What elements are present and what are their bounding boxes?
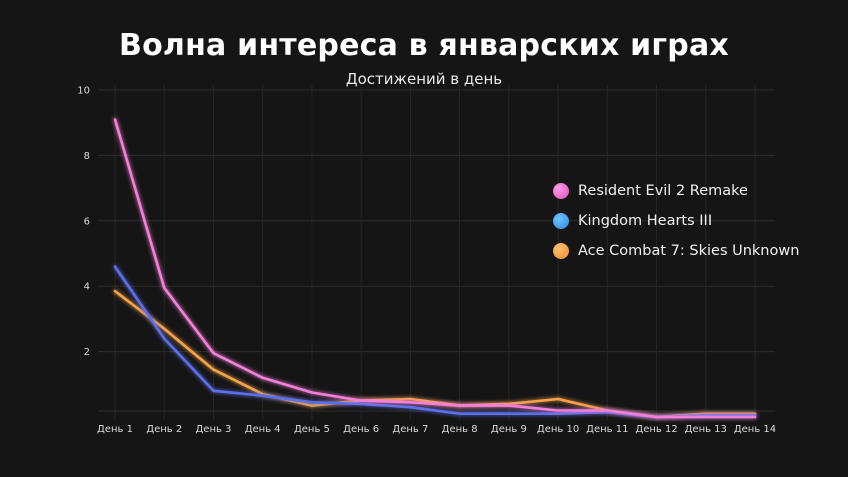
legend-item-ac7: Ace Combat 7: Skies Unknown	[553, 236, 799, 266]
x-tick-label: День 13	[685, 424, 727, 435]
x-tick-label: День 3	[195, 424, 231, 435]
x-tick-label: День 6	[343, 424, 379, 435]
x-tick-label: День 4	[245, 424, 281, 435]
legend-item-re2: Resident Evil 2 Remake	[553, 176, 799, 206]
x-tick-label: День 10	[537, 424, 579, 435]
x-tick-label: День 12	[635, 424, 677, 435]
legend-swatch-ac7	[553, 243, 569, 259]
x-tick-label: День 8	[442, 424, 478, 435]
y-tick-label: 8	[84, 151, 90, 162]
legend-label-kh3: Kingdom Hearts III	[578, 213, 713, 229]
x-tick-label: День 7	[392, 424, 428, 435]
x-tick-label: День 9	[491, 424, 527, 435]
legend-item-kh3: Kingdom Hearts III	[553, 206, 799, 236]
x-tick-label: День 1	[97, 424, 133, 435]
series-line-0	[113, 118, 757, 419]
axis-labels: 2 4 6 8 10 День 1 День 2 День 3 День 4 День 5 День…	[77, 86, 776, 436]
y-tick-label: 10	[77, 86, 90, 97]
legend-label-ac7: Ace Combat 7: Skies Unknown	[578, 243, 800, 259]
legend-swatch-re2	[553, 183, 569, 199]
y-tick-label: 6	[84, 216, 90, 227]
legend-swatch-kh3	[553, 213, 569, 229]
series-line-2	[113, 289, 757, 419]
x-tick-label: День 14	[734, 424, 776, 435]
series-lines	[113, 118, 757, 419]
series-line-1	[113, 265, 757, 419]
legend-label-re2: Resident Evil 2 Remake	[578, 183, 748, 199]
y-tick-label: 2	[84, 347, 90, 358]
chart-subtitle: Достижений в день	[345, 70, 503, 88]
chart-title: Волна интереса в январских играх	[119, 28, 729, 63]
x-tick-label: День 2	[146, 424, 182, 435]
x-tick-label: День 11	[586, 424, 628, 435]
legend: Resident Evil 2 Remake Kingdom Hearts II…	[553, 176, 799, 266]
x-tick-label: День 5	[294, 424, 330, 435]
y-tick-label: 4	[84, 282, 90, 293]
